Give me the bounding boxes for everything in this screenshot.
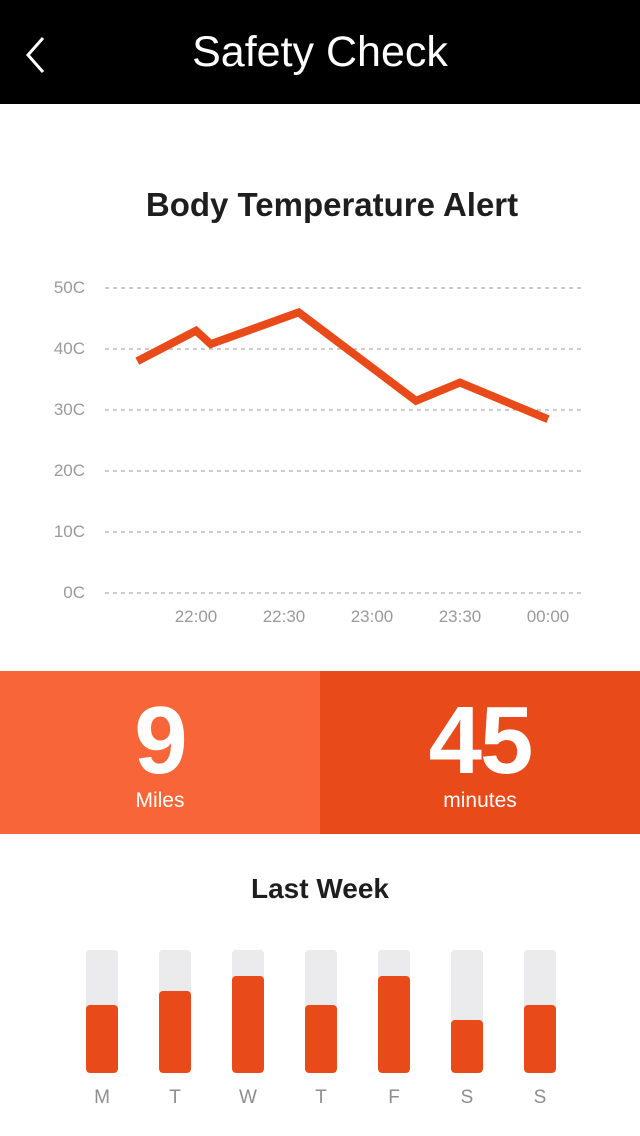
nav-bar: Safety Check — [0, 0, 640, 104]
chart-title: Body Temperature Alert — [145, 186, 519, 223]
x-tick-label: 00:00 — [527, 607, 570, 626]
x-tick-label: 22:00 — [175, 607, 218, 626]
day-label: S — [533, 1087, 547, 1108]
y-tick-label: 0C — [63, 583, 85, 602]
day-label: T — [315, 1087, 327, 1108]
x-tick-label: 23:00 — [351, 607, 394, 626]
chevron-left-icon — [25, 37, 45, 73]
day-bar — [86, 950, 118, 1073]
day-label: W — [239, 1087, 257, 1108]
y-tick-label: 40C — [54, 339, 85, 358]
distance-label: Miles — [135, 789, 185, 812]
day-label: F — [388, 1087, 400, 1108]
day-bar-fill — [305, 1005, 337, 1073]
day-label: S — [460, 1087, 474, 1108]
day-bar — [159, 950, 191, 1073]
y-tick-label: 30C — [54, 400, 85, 419]
day-label: T — [169, 1087, 181, 1108]
duration-stat: 45 minutes — [320, 671, 640, 834]
day-label: M — [94, 1087, 110, 1108]
y-tick-label: 10C — [54, 522, 85, 541]
day-bar-fill — [159, 990, 191, 1073]
y-tick-label: 20C — [54, 461, 85, 480]
day-bar — [378, 950, 410, 1073]
day-bar-fill — [378, 975, 410, 1073]
week-title: Last Week — [251, 873, 389, 904]
distance-stat: 9 Miles — [0, 671, 320, 834]
x-tick-label: 22:30 — [263, 607, 306, 626]
temperature-line — [135, 307, 550, 423]
stats-panel: 9 Miles 45 minutes — [0, 671, 640, 834]
day-bar — [305, 950, 337, 1073]
day-bar-fill — [524, 1005, 556, 1073]
page-title: Safety Check — [192, 28, 448, 76]
duration-value: 45 — [428, 687, 534, 794]
duration-label: minutes — [443, 789, 517, 812]
x-tick-label: 23:30 — [439, 607, 482, 626]
day-bar — [232, 950, 264, 1073]
day-bar-fill — [451, 1020, 483, 1073]
day-bar-fill — [86, 1005, 118, 1073]
back-button[interactable] — [18, 30, 58, 80]
y-tick-label: 50C — [54, 278, 85, 297]
day-bar-fill — [232, 975, 264, 1073]
temperature-chart: 50C 40C 30C 20C 10C 0C 22:00 22:30 23:00 23:30 00:… — [54, 278, 582, 626]
day-bar — [451, 950, 483, 1073]
distance-value: 9 — [134, 687, 187, 794]
day-bar — [524, 950, 556, 1073]
